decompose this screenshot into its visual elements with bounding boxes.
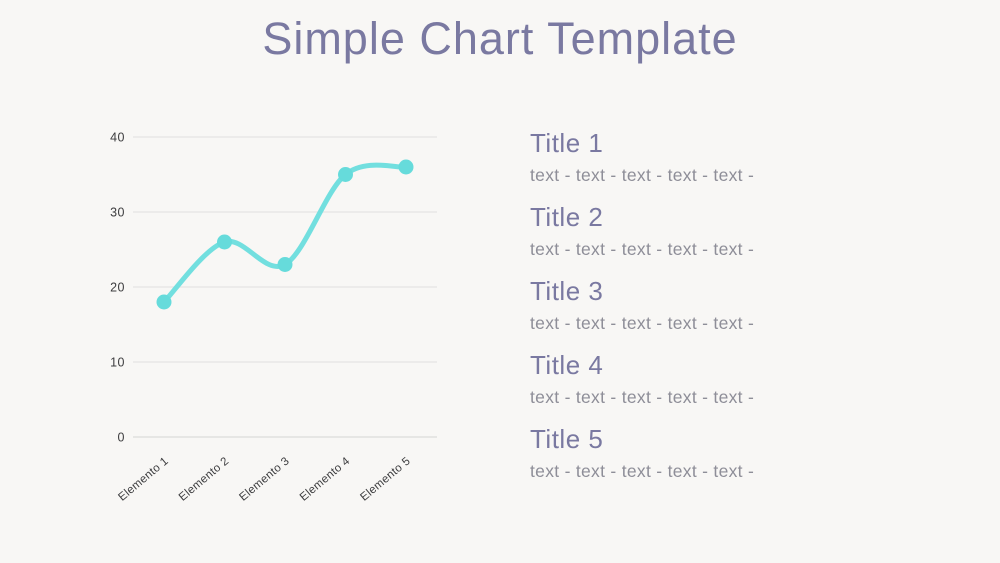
info-item-title: Title 3 [530, 276, 604, 306]
x-axis-tick-label: Elemento 1 [116, 455, 171, 504]
info-item-text: text - text - text - text - text - [530, 239, 755, 259]
info-item-text: text - text - text - text - text - [530, 387, 755, 407]
info-item: Title 1 text - text - text - text - text… [530, 128, 870, 186]
y-axis-tick-label: 0 [118, 431, 125, 445]
data-point [338, 167, 353, 182]
data-point [277, 257, 293, 272]
info-item: Title 3 text - text - text - text - text… [530, 276, 870, 334]
info-column: Title 1 text - text - text - text - text… [530, 128, 870, 498]
info-item-text: text - text - text - text - text - [530, 461, 755, 481]
y-axis-tick-label: 30 [110, 206, 125, 220]
x-axis-tick-label: Elemento 5 [358, 455, 413, 504]
info-item-title: Title 2 [530, 202, 604, 232]
data-point [217, 234, 232, 250]
info-item-title: Title 4 [530, 350, 604, 380]
page-title: Simple Chart Template [262, 13, 738, 64]
y-axis-tick-label: 40 [110, 131, 125, 145]
info-item: Title 4 text - text - text - text - text… [530, 350, 870, 408]
data-point [156, 294, 172, 310]
y-axis-tick-label: 20 [110, 281, 125, 295]
info-item: Title 5 text - text - text - text - text… [530, 424, 870, 482]
x-axis-tick-label: Elemento 4 [298, 455, 353, 504]
x-axis-tick-label: Elemento 2 [177, 455, 232, 504]
data-point [398, 159, 414, 175]
info-item: Title 2 text - text - text - text - text… [530, 202, 870, 260]
y-axis-tick-label: 10 [110, 356, 125, 370]
info-item-title: Title 5 [530, 424, 604, 454]
x-axis-tick-label: Elemento 3 [237, 455, 292, 504]
info-item-title: Title 1 [530, 128, 604, 158]
info-item-text: text - text - text - text - text - [530, 165, 755, 185]
data-line [161, 162, 409, 305]
info-item-text: text - text - text - text - text - [530, 313, 755, 333]
